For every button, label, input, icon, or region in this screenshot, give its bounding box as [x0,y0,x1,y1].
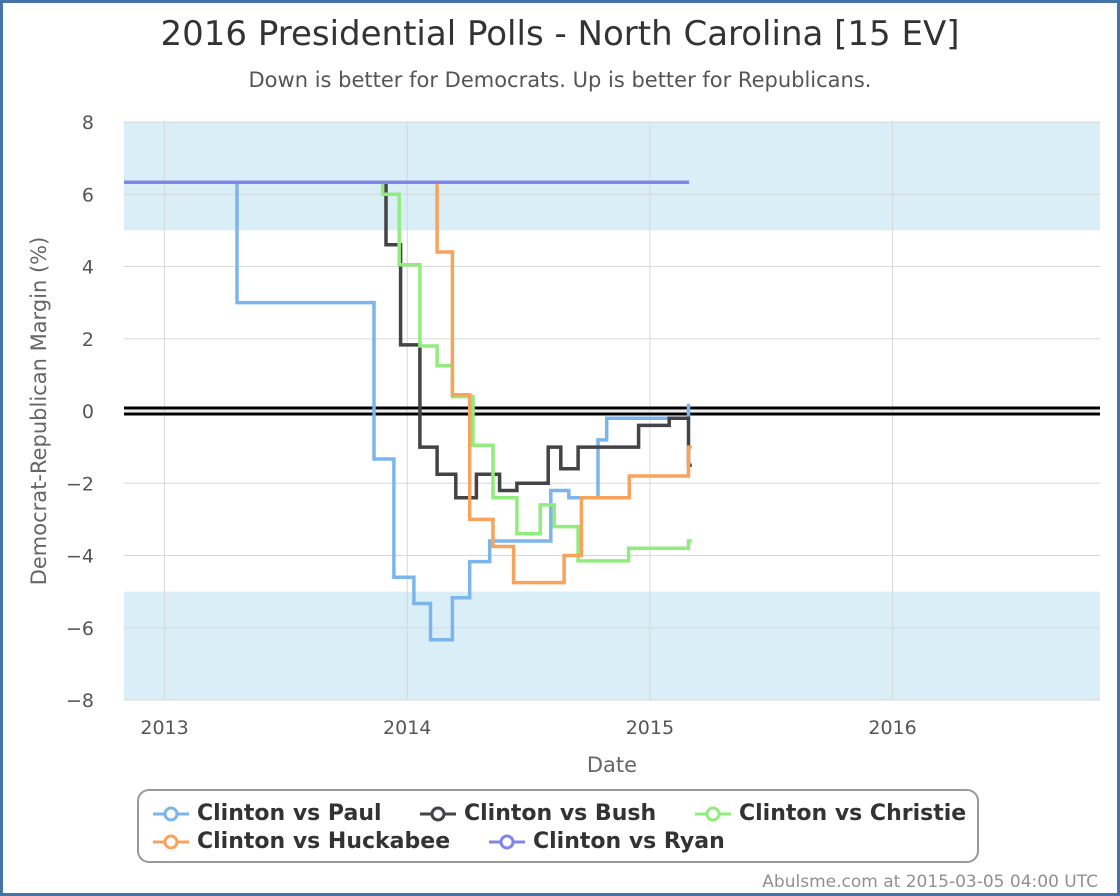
shaded-band [124,122,1100,231]
legend-marker-icon [420,806,456,821]
legend-item-ryan[interactable]: Clinton vs Ryan [489,829,725,854]
y-tick-label: −4 [66,546,94,568]
x-tick-label: 2015 [626,717,674,739]
y-tick-label: 8 [82,112,94,134]
chart-subtitle: Down is better for Democrats. Up is bett… [248,68,872,92]
legend-marker-icon [153,806,189,821]
legend: Clinton vs Paul Clinton vs Bush Clinton … [137,789,979,863]
series-line-clinton-vs-bush [379,180,692,500]
y-tick-label: 0 [82,401,94,423]
x-tick-label: 2014 [383,717,431,739]
legend-label: Clinton vs Christie [739,801,967,826]
y-axis-title: Democrat-Republican Margin (%) [27,237,51,586]
x-axis-title: Date [587,753,637,777]
series-line-clinton-vs-huckabee [433,180,692,585]
legend-item-bush[interactable]: Clinton vs Bush [420,801,656,826]
series-line-clinton-vs-christie [378,180,692,563]
legend-label: Clinton vs Huckabee [197,829,451,854]
legend-item-christie[interactable]: Clinton vs Christie [695,801,966,826]
y-tick-label: −2 [66,473,94,495]
legend-label: Clinton vs Bush [464,801,657,826]
y-tick-label: −8 [66,690,94,712]
series-line-clinton-vs-paul [124,180,691,642]
legend-item-paul[interactable]: Clinton vs Paul [153,801,382,826]
x-tick-label: 2013 [140,717,188,739]
y-tick-label: 6 [82,184,94,206]
legend-label: Clinton vs Paul [197,801,382,826]
legend-marker-icon [489,834,525,849]
legend-item-huckabee[interactable]: Clinton vs Huckabee [153,829,450,854]
y-tick-label: 2 [82,329,94,351]
x-tick-label: 2016 [868,717,916,739]
y-tick-label: 4 [82,257,94,279]
shaded-band [124,591,1100,700]
footer-credit: Abulsme.com at 2015-03-05 04:00 UTC [762,872,1098,892]
legend-marker-icon [695,806,731,821]
y-tick-label: −6 [66,618,94,640]
legend-label: Clinton vs Ryan [533,829,725,854]
chart-title: 2016 Presidential Polls - North Carolina… [160,14,960,54]
legend-marker-icon [153,834,189,849]
